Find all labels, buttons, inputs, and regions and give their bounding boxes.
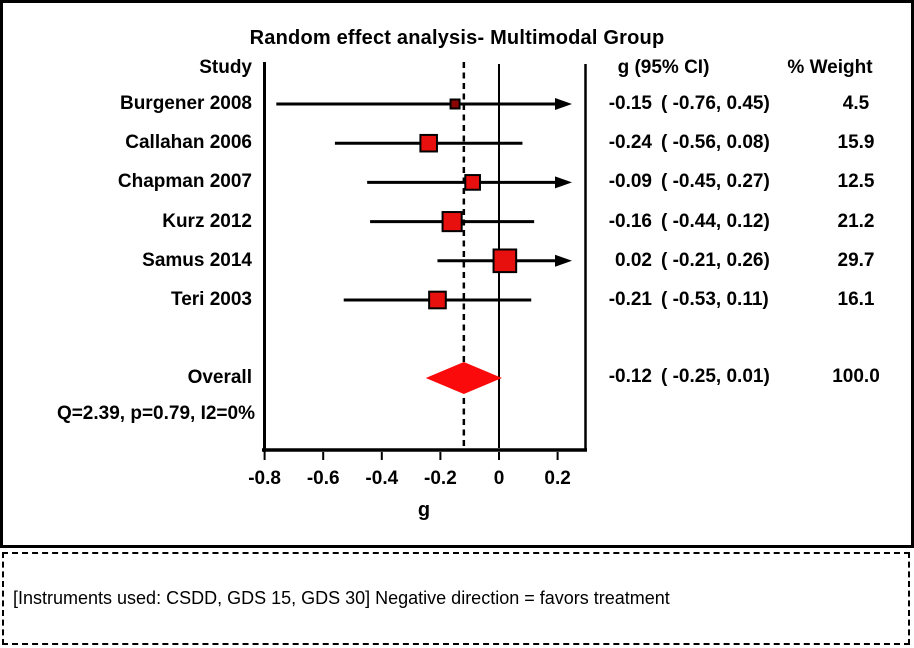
x-tick-label: -0.2 — [424, 468, 457, 489]
study-weight: 16.1 — [837, 289, 875, 310]
effect-square — [441, 211, 463, 233]
effect-square — [464, 174, 481, 191]
caption-box: [Instruments used: CSDD, GDS 15, GDS 30]… — [2, 552, 910, 645]
study-label: Burgener 2008 — [119, 93, 252, 114]
ci-arrowhead — [555, 254, 572, 267]
forest-plot-canvas: -0.8 -0.6 -0.4 -0.2 0 0.2 — [248, 62, 587, 489]
study-weight: 12.5 — [837, 171, 875, 192]
study-label: Chapman 2007 — [117, 171, 252, 192]
study-ci: ( -0.56, 0.08) — [661, 132, 770, 153]
overall-ci: ( -0.25, 0.01) — [661, 366, 770, 387]
study-estimate: -0.16 — [608, 211, 652, 232]
study-label: Samus 2014 — [142, 250, 252, 271]
overall-diamond — [425, 362, 502, 394]
column-header-study: Study — [199, 57, 252, 78]
study-estimate: -0.09 — [608, 171, 652, 192]
effect-square — [492, 248, 518, 274]
study-ci: ( -0.53, 0.11) — [661, 289, 769, 310]
effect-square — [428, 290, 447, 310]
study-ci: ( -0.21, 0.26) — [661, 250, 770, 271]
x-tick-label: -0.4 — [365, 468, 398, 489]
column-header-weight: % Weight — [787, 57, 873, 78]
study-ci: ( -0.76, 0.45) — [661, 93, 770, 114]
column-header-estimate: g (95% CI) — [617, 57, 710, 78]
study-label: Callahan 2006 — [125, 132, 252, 153]
ci-arrowhead — [555, 176, 572, 189]
chart-title: Random effect analysis- Multimodal Group — [249, 27, 665, 49]
study-weight: 4.5 — [842, 93, 870, 114]
study-estimate: -0.24 — [608, 132, 652, 153]
x-tick-label: -0.8 — [248, 468, 281, 489]
effect-square — [419, 133, 438, 153]
x-axis-label: g — [417, 499, 431, 521]
study-estimate: -0.21 — [608, 289, 652, 310]
x-tick-label: 0 — [494, 468, 505, 489]
overall-weight: 100.0 — [832, 366, 880, 387]
forest-plot-panel: -0.8 -0.6 -0.4 -0.2 0 0.2 Random effect analy… — [0, 0, 914, 548]
x-tick-label: -0.6 — [307, 468, 340, 489]
study-label: Teri 2003 — [171, 289, 252, 310]
effect-square — [449, 98, 461, 110]
study-weight: 21.2 — [837, 211, 875, 232]
x-tick-label: 0.2 — [544, 468, 570, 489]
study-label: Kurz 2012 — [162, 211, 252, 232]
study-weight: 29.7 — [837, 250, 875, 271]
heterogeneity-stats: Q=2.39, p=0.79, I2=0% — [56, 403, 255, 424]
caption-text: [Instruments used: CSDD, GDS 15, GDS 30]… — [13, 588, 670, 608]
study-weight: 15.9 — [837, 132, 875, 153]
study-estimate: 0.02 — [615, 250, 652, 271]
study-ci: ( -0.45, 0.27) — [661, 171, 770, 192]
overall-label: Overall — [187, 367, 252, 388]
overall-estimate: -0.12 — [608, 366, 652, 387]
study-estimate: -0.15 — [608, 93, 652, 114]
study-ci: ( -0.44, 0.12) — [661, 211, 770, 232]
ci-arrowhead — [555, 98, 572, 110]
